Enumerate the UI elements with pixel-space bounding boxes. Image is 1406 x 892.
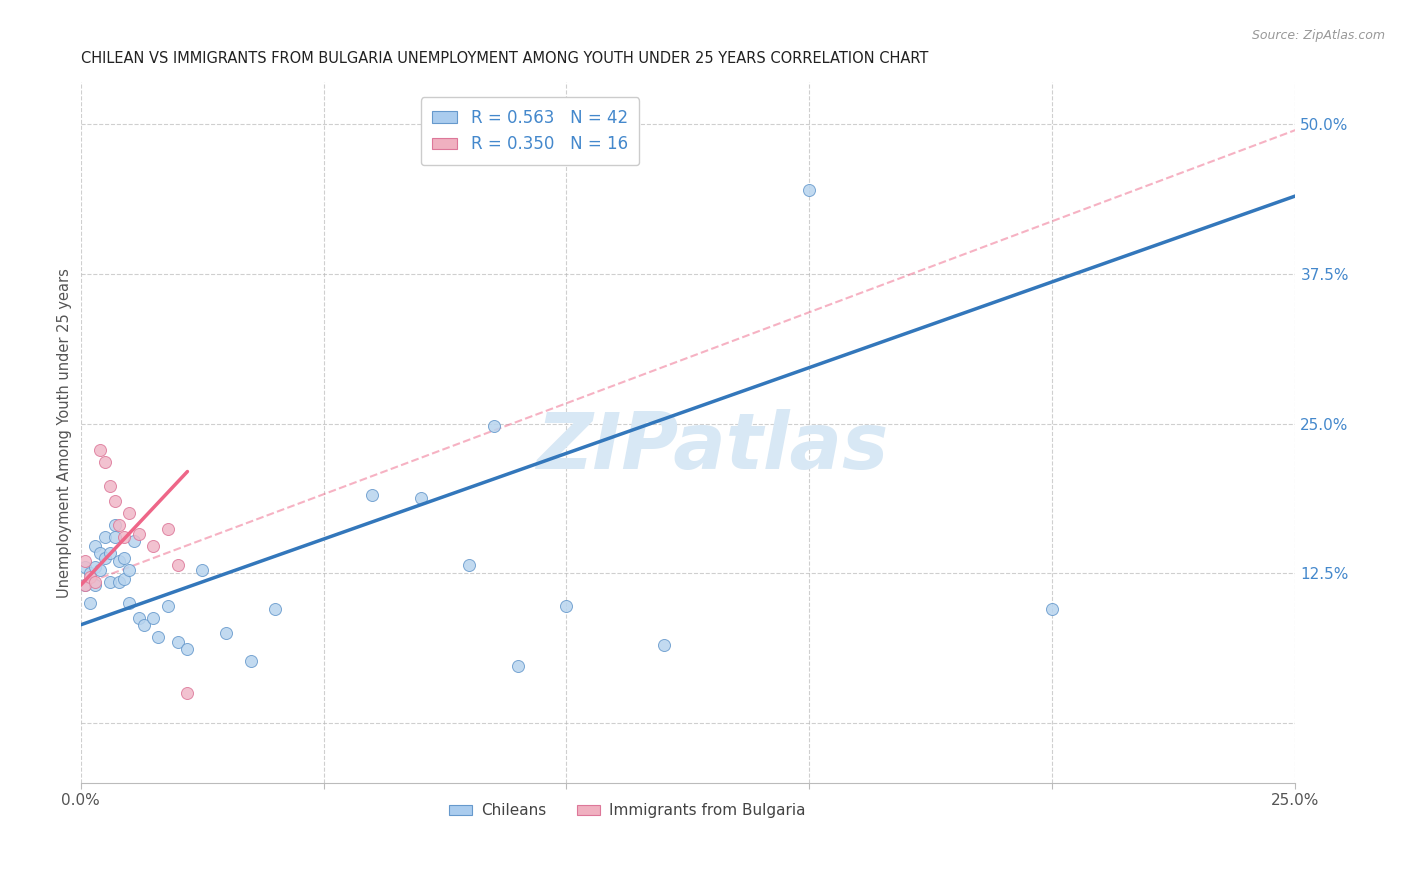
Point [89, 546, 111, 560]
Point [94, 550, 117, 565]
Point [118, 507, 141, 521]
Text: Source: ZipAtlas.com: Source: ZipAtlas.com [1251, 29, 1385, 43]
Point [79, 596, 101, 610]
Point [89, 442, 111, 457]
Point [652, 638, 675, 652]
Point [1042, 602, 1064, 616]
Point [176, 686, 198, 700]
Point [239, 654, 262, 668]
Point [132, 618, 155, 632]
Point [84, 539, 107, 553]
Point [166, 634, 188, 648]
Point [94, 530, 117, 544]
Point [103, 518, 125, 533]
Y-axis label: Unemployment Among Youth under 25 years: Unemployment Among Youth under 25 years [58, 268, 72, 598]
Point [108, 518, 131, 533]
Point [482, 419, 505, 434]
Point [118, 563, 141, 577]
Point [84, 578, 107, 592]
Point [98, 546, 121, 560]
Point [506, 658, 529, 673]
Point [84, 574, 107, 589]
Point [112, 550, 135, 565]
Point [148, 630, 170, 644]
Point [264, 602, 287, 616]
Text: ZIPatlas: ZIPatlas [536, 409, 889, 484]
Point [128, 610, 150, 624]
Point [118, 596, 141, 610]
Point [128, 526, 150, 541]
Point [191, 563, 214, 577]
Point [79, 566, 101, 581]
Point [84, 560, 107, 574]
Point [156, 599, 179, 613]
Point [361, 488, 384, 502]
Point [108, 574, 131, 589]
Point [89, 563, 111, 577]
Point [75, 578, 97, 592]
Point [156, 522, 179, 536]
Point [122, 534, 145, 549]
Point [108, 554, 131, 568]
Point [142, 610, 165, 624]
Point [103, 530, 125, 544]
Point [75, 560, 97, 574]
Point [112, 530, 135, 544]
Point [75, 554, 97, 568]
Point [215, 626, 238, 640]
Point [98, 574, 121, 589]
Legend: Chileans, Immigrants from Bulgaria: Chileans, Immigrants from Bulgaria [443, 797, 811, 824]
Text: CHILEAN VS IMMIGRANTS FROM BULGARIA UNEMPLOYMENT AMONG YOUTH UNDER 25 YEARS CORR: CHILEAN VS IMMIGRANTS FROM BULGARIA UNEM… [80, 51, 928, 66]
Point [555, 599, 578, 613]
Point [103, 494, 125, 508]
Point [142, 539, 165, 553]
Point [409, 491, 432, 505]
Point [799, 183, 821, 197]
Point [75, 578, 97, 592]
Point [458, 558, 481, 572]
Point [112, 573, 135, 587]
Point [98, 479, 121, 493]
Point [176, 641, 198, 656]
Point [166, 558, 188, 572]
Point [94, 455, 117, 469]
Point [79, 570, 101, 584]
